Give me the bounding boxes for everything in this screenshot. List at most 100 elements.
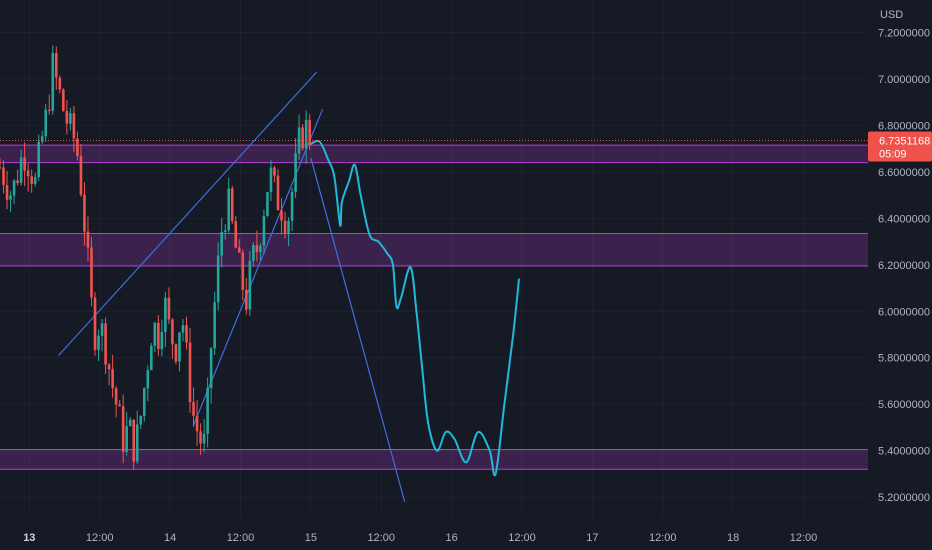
- candle-up: [97, 335, 100, 350]
- candles: [0, 45, 311, 471]
- candle-down: [308, 119, 311, 145]
- y-tick-label: 5.4000000: [878, 446, 930, 458]
- candle-down: [171, 319, 174, 345]
- candle-up: [146, 370, 150, 389]
- currency-label: USD: [880, 9, 903, 21]
- candle-down: [107, 364, 111, 370]
- candle-down: [132, 419, 136, 462]
- candle-down: [55, 53, 58, 78]
- y-tick-label: 5.6000000: [878, 399, 930, 411]
- candle-down: [230, 188, 234, 222]
- candle-down: [234, 221, 238, 248]
- candle-up: [160, 331, 164, 350]
- candle-up: [153, 322, 157, 346]
- candle-down: [241, 252, 245, 290]
- bar-countdown-label: 05:09: [879, 149, 907, 161]
- current-price-label: 6.7351168: [879, 136, 930, 148]
- y-tick-label: 6.2000000: [878, 260, 930, 272]
- candle-down: [255, 245, 259, 253]
- candle-up: [220, 232, 223, 256]
- candle-up: [69, 113, 72, 124]
- candle-down: [195, 415, 199, 432]
- candle-up: [269, 167, 273, 193]
- candle-up: [37, 141, 41, 178]
- candle-down: [118, 404, 121, 407]
- candle-down: [16, 180, 19, 183]
- candle-down: [276, 175, 280, 211]
- candle-down: [30, 176, 33, 184]
- y-tick-label: 5.2000000: [878, 492, 930, 504]
- y-tick-label: 6.4000000: [878, 213, 930, 225]
- candle-down: [83, 194, 86, 232]
- candle-up: [164, 297, 167, 332]
- trendline-0: [58, 71, 318, 356]
- candle-down: [104, 323, 107, 365]
- y-tick-label: 6.6000000: [878, 167, 930, 179]
- candle-up: [178, 332, 181, 362]
- candle-down: [157, 322, 160, 350]
- candle-up: [51, 53, 55, 111]
- candle-up: [12, 180, 16, 196]
- x-tick-label: 13: [23, 532, 35, 544]
- candle-up: [125, 426, 128, 452]
- candle-up: [19, 157, 23, 183]
- price-tag: 6.7351168 05:09: [868, 131, 932, 162]
- candle-down: [23, 157, 26, 171]
- projection: [310, 139, 520, 477]
- y-tick-label: 5.8000000: [878, 353, 930, 365]
- trendline-2: [310, 157, 406, 502]
- y-tick-label: 6.8000000: [878, 120, 930, 132]
- candle-down: [5, 185, 9, 200]
- y-tick-label: 7.0000000: [878, 74, 930, 86]
- candle-down: [174, 344, 178, 362]
- candle-up: [44, 109, 48, 137]
- candle-down: [0, 167, 2, 169]
- candle-down: [93, 297, 97, 350]
- candle-up: [216, 255, 220, 303]
- x-tick-label: 17: [586, 532, 598, 544]
- x-tick-label: 14: [164, 532, 176, 544]
- candle-down: [90, 247, 93, 298]
- candle-up: [100, 323, 104, 336]
- candle-up: [150, 345, 153, 371]
- candle-up: [139, 416, 143, 425]
- candle-up: [223, 230, 227, 233]
- candle-down: [167, 297, 171, 320]
- x-tick-label: 16: [445, 532, 457, 544]
- candle-down: [79, 156, 83, 195]
- candle-up: [206, 387, 209, 434]
- zone-0: [0, 145, 868, 163]
- projection-path: [310, 139, 520, 477]
- x-tick-label: 18: [727, 532, 739, 544]
- candle-down: [188, 342, 192, 403]
- candle-down: [114, 388, 118, 405]
- x-tick-label: 12:00: [367, 532, 395, 544]
- candle-down: [283, 220, 287, 234]
- candle-up: [181, 325, 185, 333]
- x-tick-label: 12:00: [86, 532, 114, 544]
- candle-down: [111, 369, 114, 389]
- candle-up: [227, 188, 231, 231]
- candle-up: [213, 302, 216, 349]
- candle-down: [76, 138, 79, 157]
- axes: USD 7.2000000 7.0000000 6.8000000 6.6000000…: [23, 9, 930, 544]
- candle-down: [192, 402, 195, 416]
- candle-down: [72, 113, 76, 139]
- x-tick-label: 12:00: [649, 532, 677, 544]
- candle-up: [266, 192, 269, 217]
- x-tick-label: 12:00: [508, 532, 536, 544]
- candle-up: [290, 191, 294, 221]
- candle-up: [33, 177, 37, 184]
- candle-down: [245, 289, 248, 310]
- y-tick-label: 6.0000000: [878, 306, 930, 318]
- trendline-1: [192, 108, 324, 426]
- candle-down: [199, 431, 202, 444]
- candle-up: [135, 424, 139, 462]
- price-tag-background: [868, 131, 932, 162]
- candle-up: [142, 388, 146, 417]
- candle-down: [280, 210, 283, 221]
- x-tick-label: 12:00: [227, 532, 255, 544]
- candle-down: [237, 247, 241, 253]
- x-tick-label: 12:00: [790, 532, 818, 544]
